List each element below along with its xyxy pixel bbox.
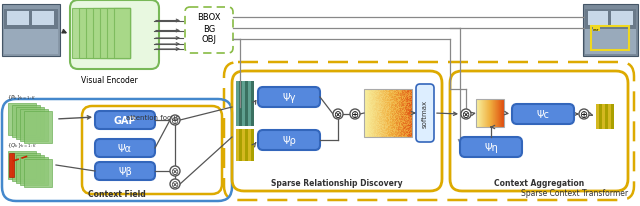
Text: GAP: GAP xyxy=(114,115,136,125)
Bar xyxy=(248,82,251,126)
Bar xyxy=(602,104,605,129)
Bar xyxy=(245,129,248,161)
FancyBboxPatch shape xyxy=(258,130,320,150)
Bar xyxy=(16,108,44,139)
Text: attention focus: attention focus xyxy=(125,115,179,121)
Circle shape xyxy=(170,115,180,125)
Bar xyxy=(8,151,36,179)
Text: $\{Q_k\}_{k=1:K}$: $\{Q_k\}_{k=1:K}$ xyxy=(6,140,37,149)
Bar xyxy=(107,9,130,59)
Text: Ψρ: Ψρ xyxy=(282,135,296,145)
Circle shape xyxy=(350,109,360,119)
Bar xyxy=(611,12,633,26)
Text: Ψη: Ψη xyxy=(484,142,498,152)
Bar xyxy=(251,129,254,161)
FancyBboxPatch shape xyxy=(512,104,574,124)
Circle shape xyxy=(333,109,343,119)
Text: $\oplus$: $\oplus$ xyxy=(350,109,360,120)
Bar xyxy=(236,82,239,126)
FancyBboxPatch shape xyxy=(95,162,155,180)
Bar xyxy=(605,104,608,129)
Bar xyxy=(239,129,242,161)
Text: Sparse Relationship Discovery: Sparse Relationship Discovery xyxy=(271,178,403,187)
FancyBboxPatch shape xyxy=(416,85,434,142)
Bar xyxy=(7,12,29,26)
Text: $\oplus$: $\oplus$ xyxy=(170,115,180,126)
Text: Visual Encoder: Visual Encoder xyxy=(81,76,138,85)
Text: Ψc: Ψc xyxy=(536,109,550,119)
Bar xyxy=(24,111,52,143)
Bar xyxy=(93,9,130,59)
Text: Context Aggregation: Context Aggregation xyxy=(494,178,584,187)
FancyBboxPatch shape xyxy=(70,1,159,70)
Text: BBOX: BBOX xyxy=(197,13,221,22)
Bar xyxy=(79,9,130,59)
Bar xyxy=(583,5,638,57)
Text: OBJ: OBJ xyxy=(202,35,216,44)
Bar xyxy=(32,12,54,26)
Text: $\otimes$: $\otimes$ xyxy=(333,109,342,120)
Circle shape xyxy=(579,109,589,119)
Text: $\otimes$: $\otimes$ xyxy=(461,109,470,120)
Bar xyxy=(8,103,36,135)
Bar xyxy=(236,129,239,161)
Bar xyxy=(20,157,48,185)
Bar xyxy=(20,109,48,141)
Bar xyxy=(4,10,58,30)
Bar xyxy=(239,82,242,126)
Bar xyxy=(245,82,248,126)
FancyBboxPatch shape xyxy=(460,137,522,157)
Bar xyxy=(100,9,130,59)
Bar xyxy=(476,99,504,127)
Text: BG: BG xyxy=(203,24,215,33)
Text: $\{P_k\}_{k=1:K}$: $\{P_k\}_{k=1:K}$ xyxy=(7,93,37,102)
Bar xyxy=(242,82,245,126)
Bar xyxy=(599,104,602,129)
Bar xyxy=(591,27,629,51)
Text: car: car xyxy=(593,28,600,32)
Text: softmax: softmax xyxy=(422,99,428,128)
Circle shape xyxy=(170,179,180,189)
Circle shape xyxy=(461,109,471,119)
Bar xyxy=(12,153,40,181)
Text: $\oplus$: $\oplus$ xyxy=(579,109,589,120)
Circle shape xyxy=(170,166,180,176)
Bar xyxy=(16,155,44,183)
Bar xyxy=(4,30,58,55)
Text: Ψγ: Ψγ xyxy=(282,92,296,103)
Bar xyxy=(251,82,254,126)
Bar xyxy=(364,90,412,137)
Bar xyxy=(12,105,40,137)
FancyBboxPatch shape xyxy=(258,88,320,108)
Text: Ψα: Ψα xyxy=(118,143,132,153)
Text: Context Field: Context Field xyxy=(88,189,146,198)
Bar xyxy=(611,104,614,129)
Bar xyxy=(86,9,130,59)
Text: $\otimes$: $\otimes$ xyxy=(170,166,180,177)
Bar xyxy=(9,153,14,177)
Text: Sparse Context Transformer: Sparse Context Transformer xyxy=(521,188,628,197)
Bar xyxy=(248,129,251,161)
Bar xyxy=(72,9,130,59)
Bar xyxy=(2,5,60,57)
Text: Ψβ: Ψβ xyxy=(118,166,132,176)
Bar xyxy=(114,9,130,59)
Bar xyxy=(24,159,52,187)
Bar xyxy=(242,129,245,161)
FancyBboxPatch shape xyxy=(95,111,155,129)
Bar xyxy=(585,30,636,55)
Bar xyxy=(585,10,636,30)
Bar xyxy=(596,104,599,129)
FancyBboxPatch shape xyxy=(95,139,155,157)
Text: $\otimes$: $\otimes$ xyxy=(170,179,180,190)
Bar xyxy=(588,12,608,26)
Bar xyxy=(608,104,611,129)
